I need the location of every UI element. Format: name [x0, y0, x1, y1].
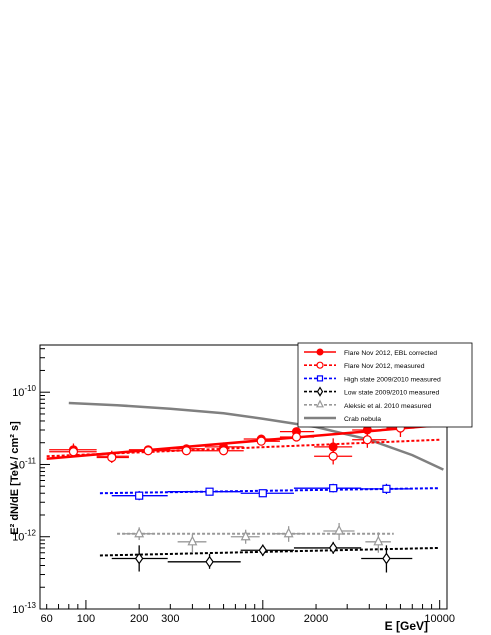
point-marker — [134, 552, 144, 565]
plot-frame — [39, 344, 448, 610]
x-tick-label: 200 — [130, 613, 148, 625]
series-layer — [46, 401, 444, 573]
y-tick-label: 10-10 — [12, 384, 36, 399]
data-point — [204, 446, 244, 456]
point-marker — [316, 386, 324, 397]
point-marker — [316, 375, 324, 382]
legend: Flare Nov 2012, EBL corrected Flare Nov 2… — [297, 342, 473, 428]
legend-label: Low state 2009/2010 measured — [344, 390, 439, 397]
y-tick-label: 10-11 — [13, 456, 37, 471]
point-marker — [334, 524, 345, 535]
x-tick-label: 2000 — [304, 613, 328, 625]
point-marker — [329, 484, 338, 493]
data-point — [230, 529, 260, 544]
point-marker — [205, 487, 214, 496]
legend-entry: High state 2009/2010 measured — [304, 375, 441, 383]
data-point — [111, 545, 168, 572]
fit-line — [99, 487, 440, 495]
crab-nebula-curve — [68, 401, 444, 471]
point-marker — [218, 446, 229, 456]
data-point — [361, 545, 413, 573]
legend-entry: Aleksic et al. 2010 measured — [304, 399, 431, 410]
legend-label: Crab nebula — [344, 416, 381, 423]
legend-entry: Crab nebula — [304, 416, 381, 423]
data-point — [279, 432, 315, 442]
legend-label: Flare Nov 2012, measured — [344, 363, 425, 370]
data-point — [124, 527, 154, 541]
data-point — [314, 438, 353, 456]
y-tick-label: 10-12 — [12, 529, 36, 544]
point-marker — [134, 527, 145, 538]
point-marker — [258, 489, 267, 498]
point-marker — [258, 544, 268, 557]
point-marker — [205, 555, 214, 568]
legend-box — [297, 342, 473, 428]
data-point — [323, 522, 355, 541]
point-marker — [107, 452, 117, 463]
point-marker — [181, 446, 192, 456]
point-marker — [143, 446, 153, 456]
data-point — [352, 431, 387, 448]
point-marker — [316, 399, 324, 408]
data-point — [361, 483, 413, 495]
point-marker — [316, 361, 324, 369]
point-marker — [373, 535, 384, 546]
data-point — [243, 436, 280, 446]
data-point — [314, 447, 353, 465]
x-tick-label: 10000 — [424, 613, 455, 625]
legend-entry: Flare Nov 2012, EBL corrected — [304, 348, 437, 357]
axes-layer: 60 100 200 300 1000 2000 10000 10-13 10-12 10-11 1… — [12, 348, 455, 625]
data-point — [240, 544, 294, 557]
point-marker — [362, 435, 372, 445]
legend-label: Aleksic et al. 2010 measured — [344, 403, 431, 410]
data-point — [293, 541, 362, 554]
y-tick-label: 10-13 — [12, 601, 36, 616]
y-axis-title: E² dN/dE [TeV / cm² s] — [9, 421, 21, 535]
data-point — [240, 489, 294, 498]
legend-label: Flare Nov 2012, EBL corrected — [344, 350, 437, 357]
data-point — [128, 446, 171, 456]
point-marker — [328, 541, 338, 554]
fit-line — [99, 546, 440, 557]
legend-entry: Low state 2009/2010 measured — [304, 386, 439, 397]
data-point — [111, 490, 168, 501]
point-marker — [256, 436, 266, 446]
x-tick-label: 1000 — [251, 613, 275, 625]
legend-entry: Flare Nov 2012, measured — [304, 361, 425, 370]
point-marker — [283, 527, 294, 538]
point-marker — [382, 484, 391, 493]
point-marker — [316, 348, 324, 356]
data-point — [96, 452, 129, 463]
data-point — [293, 483, 362, 493]
x-axis-title: E [GeV] — [385, 619, 428, 633]
data-point — [365, 532, 391, 553]
point-marker — [291, 432, 302, 442]
point-marker — [328, 451, 338, 461]
data-point — [177, 533, 207, 553]
data-point — [273, 526, 304, 542]
legend-label: High state 2009/2010 measured — [344, 376, 441, 383]
data-point — [49, 446, 97, 458]
point-marker — [68, 447, 79, 457]
data-point — [167, 553, 241, 569]
data-point — [167, 487, 241, 496]
data-point — [170, 446, 205, 456]
x-tick-label: 100 — [77, 613, 95, 625]
point-marker — [135, 491, 144, 500]
point-marker — [240, 530, 251, 541]
x-tick-label: 300 — [161, 613, 179, 625]
x-tick-label: 60 — [41, 613, 53, 625]
point-marker — [382, 552, 391, 565]
point-marker — [187, 535, 198, 546]
